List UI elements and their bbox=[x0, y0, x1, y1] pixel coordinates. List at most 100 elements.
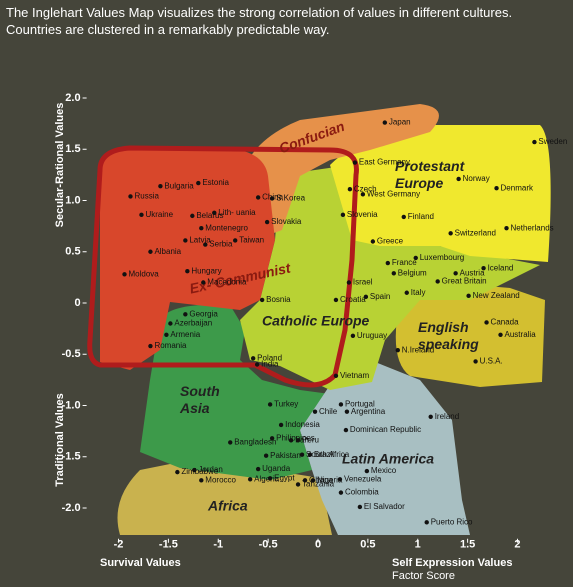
point-label: Brazil bbox=[314, 450, 334, 459]
point bbox=[255, 362, 259, 366]
point-label: Argentina bbox=[351, 407, 386, 416]
point bbox=[494, 186, 498, 190]
y-label-top: Secular-Rational Values bbox=[54, 103, 66, 228]
point bbox=[260, 298, 264, 302]
point bbox=[339, 402, 343, 406]
point-label: Sweden bbox=[538, 137, 567, 146]
point bbox=[345, 409, 349, 413]
point-label: Luxembourg bbox=[420, 253, 464, 262]
point bbox=[429, 415, 433, 419]
point-label: Belgium bbox=[398, 268, 427, 277]
y-tick-label: 2.0 bbox=[65, 92, 80, 104]
x-tick-label: -1 bbox=[213, 539, 223, 551]
point bbox=[256, 195, 260, 199]
point-label: Chile bbox=[319, 407, 338, 416]
point bbox=[190, 214, 194, 218]
point bbox=[386, 261, 390, 265]
region-label: Latin America bbox=[342, 451, 434, 467]
point bbox=[175, 470, 179, 474]
point bbox=[405, 291, 409, 295]
point-label: Italy bbox=[411, 288, 426, 297]
point bbox=[473, 359, 477, 363]
point-label: Croatia bbox=[340, 295, 366, 304]
x-unit: Factor Score bbox=[392, 570, 455, 582]
y-label-bottom: Traditional Values bbox=[54, 393, 66, 487]
point-label: Venezuela bbox=[344, 474, 382, 483]
point-label: West Germany bbox=[367, 189, 420, 198]
point bbox=[414, 256, 418, 260]
point-label: Albania bbox=[154, 247, 181, 256]
point-label: Pakistan bbox=[270, 451, 301, 460]
point-label: Bosnia bbox=[266, 295, 291, 304]
point bbox=[364, 295, 368, 299]
point-label: Peru bbox=[302, 435, 319, 444]
x-label-left: Survival Values bbox=[100, 557, 181, 569]
point bbox=[228, 440, 232, 444]
point-label: Taiwan bbox=[239, 236, 264, 245]
point-label: Bangladesh bbox=[234, 438, 276, 447]
point bbox=[351, 334, 355, 338]
point bbox=[164, 333, 168, 337]
point-label: Denmark bbox=[501, 183, 534, 192]
y-tick-label: 1.5 bbox=[65, 143, 80, 155]
point bbox=[279, 423, 283, 427]
y-tick-label: 0 bbox=[74, 297, 80, 309]
point bbox=[139, 213, 143, 217]
point-label: Georgia bbox=[189, 309, 218, 318]
point bbox=[498, 333, 502, 337]
point bbox=[484, 320, 488, 324]
x-tick-label: -1.5 bbox=[159, 539, 178, 551]
point bbox=[128, 194, 132, 198]
point bbox=[448, 231, 452, 235]
title-box: The Inglehart Values Map visualizes the … bbox=[6, 4, 568, 44]
point bbox=[365, 469, 369, 473]
point-label: Dominican Republic bbox=[350, 425, 421, 434]
y-tick-label: 0.5 bbox=[65, 246, 80, 258]
x-tick-label: 0 bbox=[315, 539, 321, 551]
point bbox=[265, 220, 269, 224]
point bbox=[504, 226, 508, 230]
point-label: Great Britain bbox=[442, 277, 487, 286]
point-label: Hungary bbox=[191, 266, 221, 275]
point bbox=[148, 344, 152, 348]
point bbox=[402, 215, 406, 219]
point-label: Netherlands bbox=[511, 223, 554, 232]
point-label: Lith- uania bbox=[218, 208, 256, 217]
point-label: Switzerland bbox=[455, 228, 496, 237]
point-label: Uruguay bbox=[357, 331, 387, 340]
point bbox=[256, 467, 260, 471]
point-label: Bulgaria bbox=[164, 181, 194, 190]
point bbox=[158, 184, 162, 188]
point bbox=[338, 477, 342, 481]
point-label: Slovenia bbox=[347, 210, 378, 219]
point bbox=[212, 211, 216, 215]
point-label: Romania bbox=[154, 341, 187, 350]
point-label: Latvia bbox=[189, 236, 211, 245]
point-label: N.Ireland bbox=[402, 345, 434, 354]
point-label: Tanzania bbox=[302, 480, 335, 489]
point-label: Slovakia bbox=[271, 217, 302, 226]
x-tick-label: -2 bbox=[114, 539, 124, 551]
point bbox=[453, 271, 457, 275]
point-label: France bbox=[392, 258, 417, 267]
point-label: East Germany bbox=[359, 158, 410, 167]
point bbox=[435, 279, 439, 283]
point-label: S.Korea bbox=[276, 194, 305, 203]
point-label: Israel bbox=[353, 278, 373, 287]
point-label: Macedonia bbox=[207, 278, 247, 287]
point-label: Colombia bbox=[345, 488, 379, 497]
point bbox=[532, 140, 536, 144]
point-label: Armenia bbox=[170, 330, 200, 339]
region-label: Catholic Europe bbox=[262, 313, 370, 329]
point bbox=[183, 312, 187, 316]
point bbox=[201, 280, 205, 284]
y-tick-label: -0.5 bbox=[62, 348, 81, 360]
point-label: Norway bbox=[463, 174, 490, 183]
point bbox=[199, 478, 203, 482]
region-label: Africa bbox=[207, 498, 248, 514]
point-label: Canada bbox=[491, 318, 520, 327]
point bbox=[289, 438, 293, 442]
point bbox=[185, 269, 189, 273]
chart-title: The Inglehart Values Map visualizes the … bbox=[6, 4, 568, 38]
